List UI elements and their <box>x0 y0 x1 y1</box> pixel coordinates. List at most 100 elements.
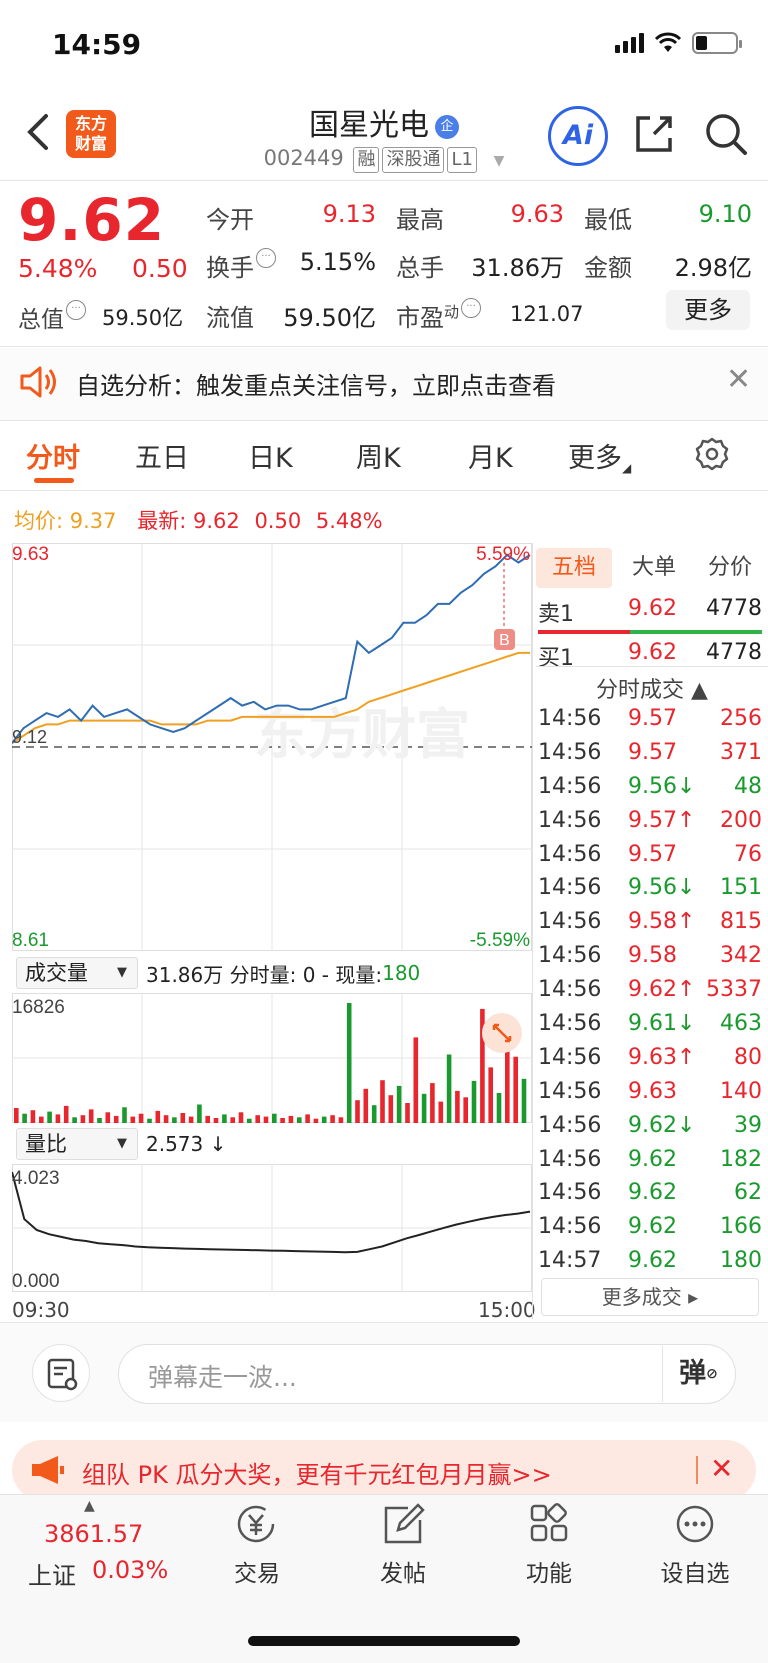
trade-time: 14:56 <box>538 1112 602 1138</box>
volume-chart[interactable]: 16826 <box>12 993 532 1123</box>
notice-text[interactable]: 自选分析：触发重点关注信号，立即点击查看 <box>76 372 556 400</box>
index-percent[interactable]: 0.03% <box>92 1556 169 1584</box>
ai-button[interactable]: Ai <box>548 106 608 166</box>
price-line <box>12 553 531 744</box>
stock-subtitle[interactable]: 002449 融深股通 L1 ▼ <box>0 146 768 173</box>
share-icon[interactable] <box>632 112 676 156</box>
trade-price: 9.57↑ <box>628 807 696 833</box>
tag-connect: 深股通 <box>382 147 445 173</box>
volume-bar <box>413 1037 419 1123</box>
nav-watchlist-settings[interactable]: 设自选 <box>640 1502 750 1588</box>
search-icon[interactable] <box>704 112 748 156</box>
more-quote-button[interactable]: 更多 <box>666 290 750 330</box>
tab-monthly-k[interactable]: 月K <box>468 443 513 474</box>
volume-bar <box>155 1110 161 1123</box>
open-label: 今开 <box>206 206 254 234</box>
nav-trade[interactable]: 交易 <box>202 1502 312 1588</box>
volume-bar <box>97 1118 102 1123</box>
battery-icon <box>692 32 742 54</box>
tab-level2-orders[interactable]: 五档 <box>536 548 612 588</box>
trade-price: 9.58 <box>628 943 677 969</box>
latest-value: 9.62 <box>192 509 240 533</box>
orders-divider <box>536 666 768 667</box>
trade-time: 14:56 <box>538 1078 602 1104</box>
total-value-label: 总值 ··· <box>18 300 86 334</box>
more-trades-button[interactable]: 更多成交 ▸ <box>541 1278 759 1316</box>
open-value: 9.13 <box>322 200 376 228</box>
info-icon[interactable]: ··· <box>461 298 482 318</box>
chart-grid <box>12 543 532 951</box>
time-end-label: 15:00 <box>478 1298 536 1322</box>
chevron-left-icon <box>27 114 48 150</box>
latest-change: 0.50 <box>254 509 302 533</box>
change-percent: 5.48% <box>18 254 98 283</box>
latest-label: 最新: <box>137 509 187 533</box>
trade-volume: 463 <box>720 1011 762 1037</box>
banner-text[interactable]: 组队 PK 瓜分大奖，更有千元红包月月赢>> <box>82 1461 552 1489</box>
nav-functions[interactable]: 功能 <box>494 1502 604 1588</box>
volume-bar <box>388 1095 394 1123</box>
tab-daily-k[interactable]: 日K <box>248 443 293 474</box>
ratio-indicator-dropdown[interactable]: 量比 <box>16 1128 138 1160</box>
trade-time: 14:56 <box>538 773 602 799</box>
volume-indicator-dropdown[interactable]: 成交量 <box>16 957 138 989</box>
trade-price: 9.57 <box>628 706 677 731</box>
index-value[interactable]: 3861.57 <box>44 1520 144 1548</box>
nav-post[interactable]: 发帖 <box>348 1502 458 1588</box>
low-label: 最低 <box>584 206 632 234</box>
promo-banner[interactable] <box>12 1440 756 1500</box>
trade-time: 14:56 <box>538 977 602 1003</box>
stock-name: 国星光电企 <box>0 100 768 144</box>
tag-margin: 融 <box>353 147 380 173</box>
tab-price-distribution[interactable]: 分价 <box>707 555 752 580</box>
close-icon[interactable]: ✕ <box>710 1452 734 1485</box>
edit-icon <box>384 1503 425 1544</box>
float-value: 59.50亿 <box>283 304 376 332</box>
volume-bar <box>280 1118 285 1123</box>
notice-bar[interactable] <box>0 348 768 420</box>
trade-price: 9.57 <box>628 739 677 765</box>
comment-settings-button[interactable] <box>32 1344 90 1402</box>
tab-five-day[interactable]: 五日 <box>135 443 189 474</box>
tab-intraday[interactable]: 分时 <box>26 443 80 474</box>
amount-value: 2.98亿 <box>674 254 752 282</box>
comment-input[interactable] <box>118 1344 736 1404</box>
trade-volume: 166 <box>720 1214 762 1240</box>
volume-label: 总手 <box>396 254 444 282</box>
order-panel-tabs: 五档 大单 分价 <box>536 548 768 588</box>
index-name[interactable]: 上证 <box>28 1562 76 1590</box>
trades-title[interactable]: 分时成交 ▲ <box>596 678 708 703</box>
grid-icon <box>530 1503 568 1542</box>
trade-row: 14:56 9.58↑ 815 <box>538 905 762 939</box>
volume-bar <box>480 1008 485 1123</box>
total-value: 59.50亿 <box>102 306 184 330</box>
back-button[interactable] <box>24 112 58 152</box>
trade-row: 14:56 9.63 140 <box>538 1075 762 1109</box>
nav-trade-label: 交易 <box>234 1561 280 1587</box>
trade-row: 14:56 9.62 182 <box>538 1143 762 1177</box>
info-icon[interactable]: ··· <box>256 248 276 268</box>
trade-price: 9.58↑ <box>628 909 696 935</box>
trade-price: 9.62 <box>628 1248 677 1274</box>
trade-price: 9.56↓ <box>628 875 696 901</box>
settings-icon[interactable] <box>694 436 730 472</box>
trade-price: 9.62 <box>628 1214 677 1240</box>
intraday-price-chart[interactable]: 东方财富 B 9.63 5.59% 9.12 8.61 -5.59% <box>12 543 532 951</box>
home-indicator <box>248 1636 520 1646</box>
danmu-toggle-button[interactable]: 弹⊘ <box>662 1346 734 1402</box>
trade-price: 9.63↑ <box>628 1044 696 1070</box>
trade-row: 14:56 9.62↓ 39 <box>538 1109 762 1143</box>
tab-weekly-k[interactable]: 周K <box>356 443 401 474</box>
volume-bar <box>405 1103 410 1123</box>
tab-big-orders[interactable]: 大单 <box>631 555 676 580</box>
order-strength-bar <box>538 630 762 634</box>
buy-marker[interactable] <box>494 629 515 650</box>
close-icon[interactable]: ✕ <box>726 362 752 397</box>
tab-more[interactable]: 更多◢ <box>568 443 632 475</box>
buy1-volume: 4778 <box>706 640 762 665</box>
trade-row: 14:56 9.56↓ 151 <box>538 871 762 905</box>
info-icon[interactable]: ··· <box>66 300 86 320</box>
volume-bar <box>188 1116 194 1123</box>
volume-ratio-chart[interactable]: 4.023 0.000 <box>12 1164 532 1292</box>
trade-price: 9.57 <box>628 841 677 867</box>
